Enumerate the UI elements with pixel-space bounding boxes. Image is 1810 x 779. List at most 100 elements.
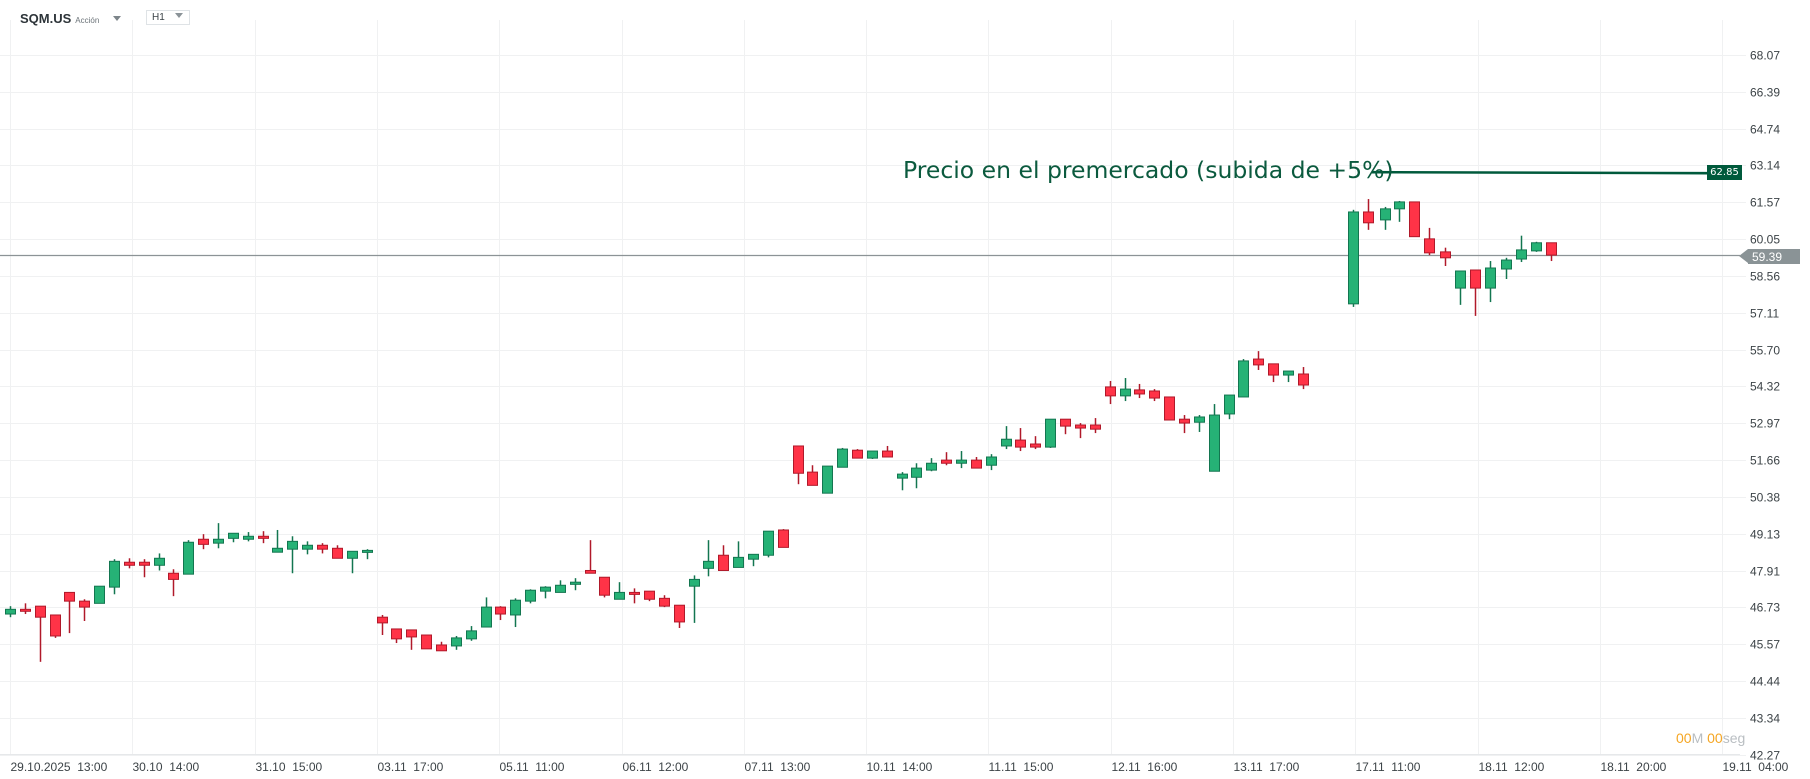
candle-up — [1394, 201, 1405, 210]
candle-down — [1134, 389, 1145, 395]
x-axis-label: 11.11 15:00 — [989, 760, 1054, 774]
timeframe-selector[interactable]: H1 — [146, 10, 190, 25]
candle-up — [228, 532, 239, 539]
y-axis-label: 42.27 — [1750, 749, 1780, 763]
candle-down — [50, 614, 61, 637]
candle-up — [1531, 242, 1542, 252]
x-axis-label: 03.11 17:00 — [378, 760, 444, 774]
y-axis-label: 50.38 — [1750, 491, 1780, 505]
candle-down — [585, 569, 596, 574]
candle-up — [1516, 249, 1527, 260]
y-axis-label: 58.56 — [1750, 270, 1780, 284]
candle-down — [1298, 373, 1309, 386]
candle-down — [852, 449, 863, 459]
countdown-minutes: 00 — [1676, 730, 1692, 746]
candle-up — [956, 459, 967, 464]
candle-down — [1470, 269, 1481, 289]
candle-down — [1253, 358, 1264, 366]
x-axis-label: 05.11 11:00 — [500, 760, 565, 774]
candle-down — [406, 629, 417, 638]
y-axis-label: 45.57 — [1750, 638, 1780, 652]
candle-down — [258, 535, 269, 539]
x-axis-label: 10.11 14:00 — [867, 760, 933, 774]
candle-down — [391, 628, 402, 640]
candle-up — [911, 467, 922, 478]
candle-up — [1001, 438, 1012, 447]
candle-down — [778, 529, 789, 548]
candle-down — [20, 608, 31, 612]
y-axis-label: 63.14 — [1750, 159, 1780, 173]
candle-up — [481, 606, 492, 628]
candle-down — [332, 547, 343, 559]
candle-up — [733, 556, 744, 568]
timeframe-label: H1 — [152, 12, 165, 23]
candle-down — [168, 572, 179, 580]
candle-up — [1238, 360, 1249, 398]
candle-down — [807, 471, 818, 486]
candle-countdown: 00M 00seg — [1676, 730, 1745, 746]
x-axis-label: 30.10 14:00 — [133, 760, 200, 774]
candle-down — [1030, 443, 1041, 448]
countdown-seconds: 00 — [1707, 730, 1723, 746]
candle-down — [1424, 238, 1435, 254]
candle-up — [837, 448, 848, 468]
y-axis-label: 49.13 — [1750, 528, 1780, 542]
candle-down — [377, 616, 388, 624]
candle-down — [1546, 242, 1557, 256]
candle-down — [674, 604, 685, 623]
y-axis-label: 47.91 — [1750, 565, 1780, 579]
candle-down — [971, 459, 982, 469]
symbol-selector[interactable]: SQM.US Acción — [20, 11, 122, 26]
y-axis-label: 54.32 — [1750, 380, 1780, 394]
y-axis-label: 51.66 — [1750, 454, 1780, 468]
candle-up — [287, 540, 298, 550]
candle-up — [748, 553, 759, 560]
candle-down — [882, 450, 893, 458]
y-axis-label: 52.97 — [1750, 417, 1780, 431]
candle-up — [1455, 270, 1466, 289]
candle-up — [451, 637, 462, 647]
candle-down — [941, 459, 952, 464]
candle-down — [1268, 363, 1279, 376]
candle-up — [272, 547, 283, 553]
candle-down — [35, 605, 46, 618]
candle-down — [644, 590, 655, 600]
candle-up — [1194, 416, 1205, 423]
premarket-annotation-text: Precio en el premercado (subida de +5%) — [903, 156, 1394, 184]
candle-up — [986, 456, 997, 466]
candle-up — [94, 585, 105, 604]
y-axis-label: 57.11 — [1750, 307, 1779, 321]
candle-down — [421, 634, 432, 650]
candle-down — [79, 600, 90, 608]
y-axis-label: 46.73 — [1750, 601, 1780, 615]
premarket-price-line[interactable] — [1371, 170, 1708, 175]
candle-up — [1380, 208, 1391, 221]
candle-up — [302, 544, 313, 550]
candle-up — [362, 549, 373, 553]
x-axis-label: 12.11 16:00 — [1112, 760, 1178, 774]
candle-up — [154, 557, 165, 566]
chevron-down-icon — [174, 13, 183, 18]
candle-down — [718, 554, 729, 571]
candle-up — [1348, 211, 1359, 305]
x-axis-label: 18.11 12:00 — [1479, 760, 1545, 774]
candle-up — [540, 586, 551, 592]
candle-down — [198, 538, 209, 545]
countdown-seconds-unit: seg — [1722, 730, 1746, 746]
candle-up — [525, 589, 536, 602]
candle-up — [213, 538, 224, 544]
candle-up — [1209, 414, 1220, 472]
y-axis-label: 44.44 — [1750, 675, 1780, 689]
candle-up — [763, 530, 774, 556]
x-axis-label: 07.11 13:00 — [745, 760, 811, 774]
candle-up — [466, 630, 477, 640]
instrument-type: Acción — [75, 16, 100, 25]
countdown-minutes-unit: M — [1691, 730, 1704, 746]
x-axis-label: 31.10 15:00 — [256, 760, 323, 774]
premarket-price-tag: 62.85 — [1707, 165, 1742, 180]
candle-up — [867, 450, 878, 459]
y-axis-label: 68.07 — [1750, 49, 1780, 63]
x-axis-label: 29.10.2025 13:00 — [11, 760, 108, 774]
y-axis-label: 64.74 — [1750, 123, 1780, 137]
